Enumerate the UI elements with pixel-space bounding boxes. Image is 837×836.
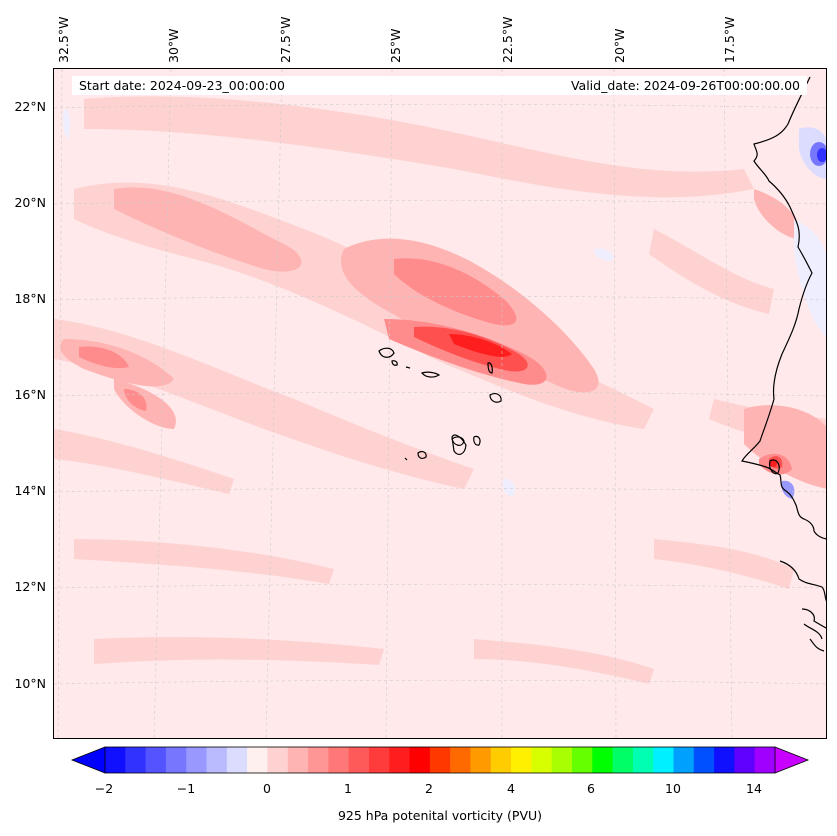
lat-label-18N: 18°N [14,291,46,306]
colorbar-swatch [734,747,756,773]
colorbar-swatch [693,747,715,773]
colorbar-tick-label: 0 [263,781,271,796]
colorbar-high-extension [775,747,808,773]
lon-label-32.5W: 32.5°W [56,16,71,63]
graticule [54,69,826,738]
colorbar-swatch [348,747,370,773]
colorbar-tick-label: 1 [344,781,352,796]
senegal-gambia-coastline [779,560,826,652]
colorbar-swatch [673,747,695,773]
lat-label-20N: 20°N [14,195,46,210]
colorbar-tick-label: 4 [507,781,515,796]
colorbar-swatch [247,747,268,773]
colorbar-swatch [328,747,350,773]
colorbar-swatch [592,747,614,773]
pv-field-map [54,69,826,738]
colorbar-swatch [653,747,674,773]
colorbar [70,746,810,774]
west-africa-coastline [741,76,826,540]
lat-label-12N: 12°N [14,579,46,594]
colorbar-tick-label: −1 [176,781,196,796]
lon-label-20W: 20°W [612,28,627,63]
colorbar-swatch [165,747,187,773]
colorbar-swatch [632,747,654,773]
lon-label-27.5W: 27.5°W [278,16,293,63]
lon-label-25W: 25°W [388,28,403,63]
colorbar-swatch [612,747,634,773]
valid-date-label: Valid_date: 2024-09-26T00:00:00.00 [570,78,800,93]
colorbar-tick-label: 10 [665,781,681,796]
colorbar-frame [104,746,776,774]
colorbar-swatch [389,747,411,773]
colorbar-low-extension [72,747,105,773]
colorbar-swatch [490,747,512,773]
colorbar-tick-label: −2 [94,781,114,796]
cabo-verde-islands [378,347,502,461]
colorbar-swatch [308,747,329,773]
colorbar-swatch [409,747,431,773]
colorbar-swatch [571,747,593,773]
colorbar-low-outline [70,746,106,774]
colorbar-swatch [226,747,248,773]
dakar-peninsula [769,459,780,475]
colorbar-swatch [145,747,167,773]
colorbar-swatch [267,747,289,773]
colorbar-tick-label: 14 [746,781,762,796]
lon-label-17.5W: 17.5°W [722,16,737,63]
colorbar-swatch [450,747,471,773]
lon-label-30W: 30°W [166,28,181,63]
lat-label-10N: 10°N [14,676,46,691]
date-header-bar [72,76,807,95]
lat-label-22N: 22°N [14,99,46,114]
colorbar-tick-label: 6 [587,781,595,796]
colorbar-swatch [429,747,451,773]
colorbar-swatches [105,747,776,773]
colorbar-swatch [551,747,573,773]
colorbar-swatch [714,747,735,773]
lon-label-22.5W: 22.5°W [500,16,515,63]
colorbar-title: 925 hPa potenital vorticity (PVU) [337,808,543,823]
colorbar-swatch [531,747,553,773]
colorbar-tick-label: 2 [425,781,433,796]
lat-label-14N: 14°N [14,483,46,498]
colorbar-swatch [125,747,147,773]
colorbar-high-outline [774,746,810,774]
colorbar-swatch [186,747,208,773]
colorbar-swatch [511,747,532,773]
colorbar-swatch [368,747,390,773]
start-date-label: Start date: 2024-09-23_00:00:00 [79,78,285,93]
colorbar-swatch [105,747,126,773]
lat-label-16N: 16°N [14,387,46,402]
map-panel[interactable] [53,68,827,739]
colorbar-swatch [287,747,309,773]
colorbar-swatch [470,747,492,773]
colorbar-swatch [754,747,776,773]
colorbar-swatch [206,747,228,773]
